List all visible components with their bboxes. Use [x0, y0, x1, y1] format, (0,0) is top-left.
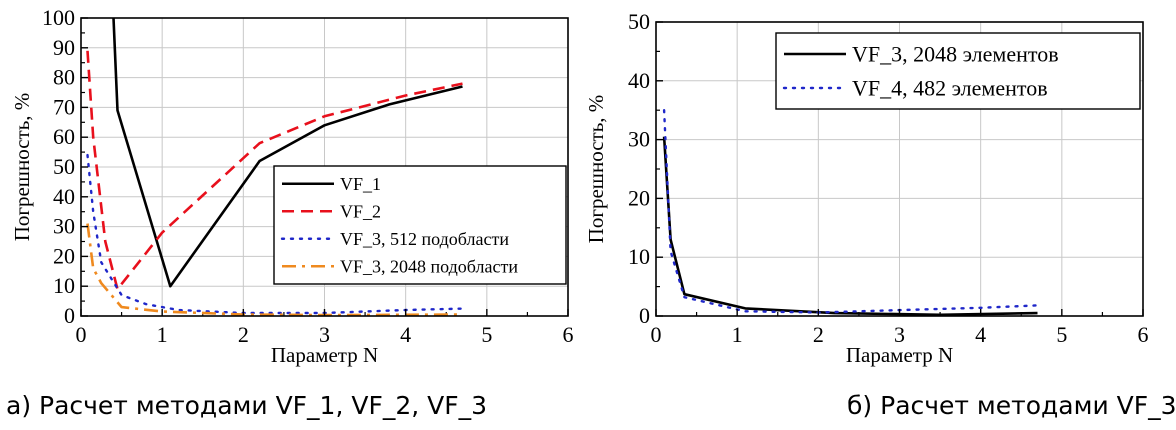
series-line-3	[86, 223, 463, 316]
y-tick-label: 0	[639, 303, 650, 328]
x-axis-label: Параметр N	[846, 343, 953, 367]
series-line-0	[112, 18, 463, 288]
y-tick-label: 100	[42, 5, 75, 30]
x-tick-label: 2	[238, 322, 249, 347]
x-tick-label: 6	[563, 322, 574, 347]
legend-label-0: VF_1	[340, 174, 381, 194]
x-tick-label: 1	[732, 322, 743, 347]
series-line-0	[662, 136, 1038, 316]
x-tick-label: 4	[400, 322, 411, 347]
y-tick-label: 10	[53, 273, 75, 298]
legend-label-3: VF_3, 2048 подобласти	[340, 257, 518, 277]
legend: VF_3, 2048 элементов VF_4, 482 элементов	[775, 32, 1141, 110]
y-tick-label: 80	[53, 65, 75, 90]
legend: VF_1 VF_2 VF_3, 512 подобласти VF_3, 2048 п…	[273, 165, 567, 285]
x-tick-label: 0	[651, 322, 662, 347]
legend-box	[775, 32, 1141, 110]
legend-box	[273, 165, 567, 285]
x-tick-label: 6	[1138, 322, 1149, 347]
y-axis-label: Погрешность, %	[10, 93, 34, 242]
x-tick-label: 3	[894, 322, 905, 347]
x-tick-label: 0	[76, 322, 87, 347]
series-group	[86, 18, 464, 316]
x-tick-label: 1	[157, 322, 168, 347]
y-tick-label: 20	[628, 185, 650, 210]
caption-right: б) Расчет методами VF_3 и VF_4	[847, 391, 1176, 420]
y-tick-label: 50	[628, 9, 650, 34]
y-tick-label: 20	[53, 243, 75, 268]
y-tick-label: 30	[53, 214, 75, 239]
legend-label-2: VF_3, 512 подобласти	[340, 229, 509, 249]
series-group	[662, 108, 1039, 316]
x-tick-label: 4	[975, 322, 986, 347]
y-tick-label: 40	[53, 184, 75, 209]
y-tick-label: 40	[628, 68, 650, 93]
series-line-1	[662, 108, 1039, 314]
legend-label-1: VF_4, 482 элементов	[852, 76, 1048, 101]
y-tick-label: 50	[53, 154, 75, 179]
y-axis-label: Погрешность, %	[584, 95, 608, 244]
y-tick-label: 0	[64, 303, 75, 328]
y-tick-label: 70	[53, 94, 75, 119]
legend-label-0: VF_3, 2048 элементов	[852, 42, 1059, 67]
y-tick-label: 90	[53, 35, 75, 60]
series-line-1	[86, 50, 463, 291]
caption-left: а) Расчет методами VF_1, VF_2, VF_3	[6, 391, 487, 420]
x-tick-label: 2	[813, 322, 824, 347]
x-tick-label: 5	[481, 322, 492, 347]
legend-label-1: VF_2	[340, 202, 381, 222]
chart-right: 0 1 2 3 4 5 6 0 10 20 30 40 50 Параметр N Погрешность,…	[584, 9, 1149, 367]
x-tick-label: 5	[1056, 322, 1067, 347]
y-tick-label: 60	[53, 124, 75, 149]
y-tick-label: 30	[628, 127, 650, 152]
y-tick-label: 10	[628, 244, 650, 269]
x-axis-label: Параметр N	[271, 343, 378, 367]
series-line-2	[86, 153, 464, 315]
x-tick-label: 3	[319, 322, 330, 347]
